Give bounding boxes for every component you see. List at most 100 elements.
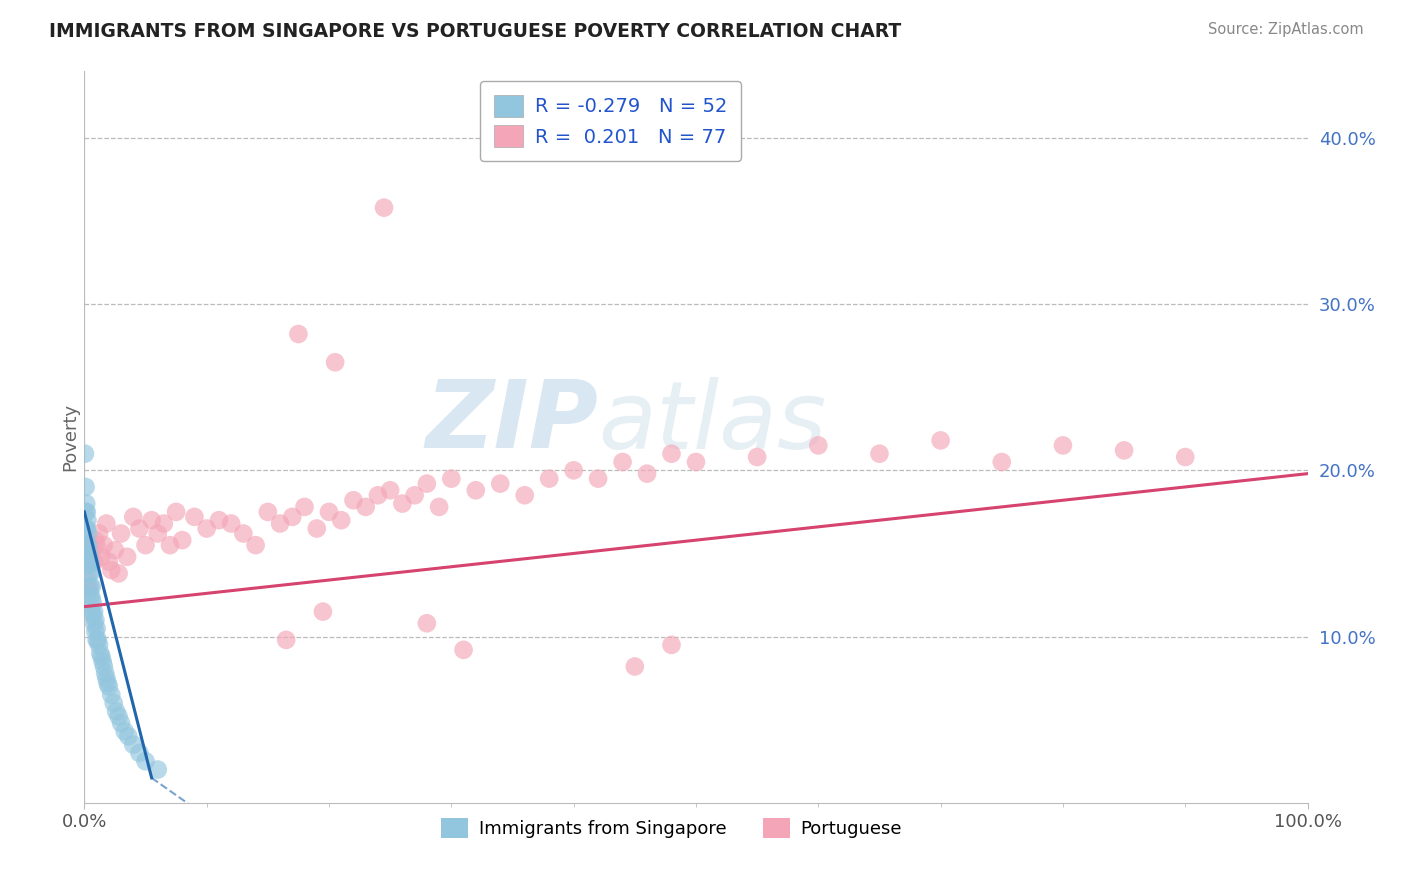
Point	[122, 738, 145, 752]
Point	[128, 746, 150, 760]
Point	[100, 563, 122, 577]
Point	[232, 526, 254, 541]
Point	[77, 538, 100, 552]
Point	[294, 500, 316, 514]
Point	[208, 513, 231, 527]
Point	[117, 729, 139, 743]
Point	[76, 571, 98, 585]
Text: ZIP: ZIP	[425, 376, 598, 468]
Point	[612, 455, 634, 469]
Point	[104, 543, 127, 558]
Point	[122, 509, 145, 524]
Point	[318, 505, 340, 519]
Point	[869, 447, 891, 461]
Point	[172, 533, 194, 548]
Point	[77, 582, 100, 597]
Point	[86, 538, 108, 552]
Point	[257, 505, 280, 519]
Point	[76, 538, 98, 552]
Point	[141, 513, 163, 527]
Point	[80, 549, 103, 564]
Point	[146, 763, 169, 777]
Point	[538, 472, 561, 486]
Point	[79, 580, 101, 594]
Point	[562, 463, 585, 477]
Point	[84, 533, 107, 548]
Point	[367, 488, 389, 502]
Text: Source: ZipAtlas.com: Source: ZipAtlas.com	[1208, 22, 1364, 37]
Point	[107, 566, 129, 581]
Point	[354, 500, 377, 514]
Point	[305, 521, 328, 535]
Point	[75, 497, 97, 511]
Point	[513, 488, 536, 502]
Point	[245, 538, 267, 552]
Point	[79, 538, 101, 552]
Point	[373, 201, 395, 215]
Text: atlas: atlas	[598, 377, 827, 468]
Point	[380, 483, 402, 498]
Point	[83, 605, 105, 619]
Point	[77, 566, 100, 581]
Point	[93, 659, 115, 673]
Text: IMMIGRANTS FROM SINGAPORE VS PORTUGUESE POVERTY CORRELATION CHART: IMMIGRANTS FROM SINGAPORE VS PORTUGUESE …	[49, 22, 901, 41]
Point	[489, 476, 512, 491]
Point	[80, 580, 103, 594]
Point	[84, 624, 107, 639]
Point	[440, 472, 463, 486]
Point	[165, 505, 187, 519]
Point	[87, 632, 110, 647]
Point	[464, 483, 486, 498]
Point	[1114, 443, 1136, 458]
Point	[77, 546, 100, 560]
Point	[929, 434, 952, 448]
Point	[153, 516, 176, 531]
Point	[427, 500, 450, 514]
Point	[100, 688, 122, 702]
Point	[807, 438, 830, 452]
Point	[135, 538, 157, 552]
Point	[1174, 450, 1197, 464]
Point	[107, 709, 129, 723]
Point	[103, 696, 125, 710]
Point	[416, 476, 439, 491]
Point	[87, 526, 110, 541]
Point	[84, 613, 107, 627]
Y-axis label: Poverty: Poverty	[62, 403, 80, 471]
Point	[77, 526, 100, 541]
Point	[80, 591, 103, 606]
Point	[146, 526, 169, 541]
Point	[276, 632, 298, 647]
Point	[105, 705, 128, 719]
Point	[91, 655, 114, 669]
Point	[79, 566, 101, 581]
Point	[89, 646, 111, 660]
Point	[323, 355, 346, 369]
Point	[110, 716, 132, 731]
Point	[94, 666, 117, 681]
Point	[80, 605, 103, 619]
Point	[97, 680, 120, 694]
Point	[82, 543, 104, 558]
Point	[159, 538, 181, 552]
Point	[281, 509, 304, 524]
Point	[312, 605, 335, 619]
Point	[86, 621, 108, 635]
Point	[96, 671, 118, 685]
Point	[636, 467, 658, 481]
Point	[287, 326, 309, 341]
Point	[76, 521, 98, 535]
Point	[114, 724, 136, 739]
Point	[183, 509, 205, 524]
Point	[82, 607, 104, 622]
Point	[75, 480, 97, 494]
Point	[97, 676, 120, 690]
Point	[661, 638, 683, 652]
Legend: Immigrants from Singapore, Portuguese: Immigrants from Singapore, Portuguese	[433, 811, 910, 845]
Point	[416, 616, 439, 631]
Point	[90, 649, 112, 664]
Point	[128, 521, 150, 535]
Point	[269, 516, 291, 531]
Point	[83, 555, 105, 569]
Point	[82, 596, 104, 610]
